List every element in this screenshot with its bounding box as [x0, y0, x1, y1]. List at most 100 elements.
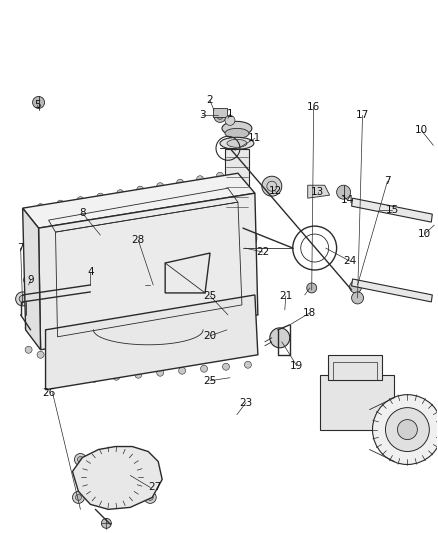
Text: 20: 20: [204, 331, 217, 341]
Circle shape: [74, 454, 86, 465]
Polygon shape: [46, 295, 258, 390]
Circle shape: [97, 193, 104, 200]
Polygon shape: [72, 447, 162, 510]
Text: 7: 7: [18, 243, 24, 253]
Bar: [213, 108, 227, 117]
Circle shape: [244, 224, 251, 231]
Polygon shape: [23, 208, 41, 350]
Circle shape: [25, 346, 32, 353]
Circle shape: [397, 419, 417, 440]
Ellipse shape: [220, 214, 254, 226]
Circle shape: [137, 186, 144, 193]
Text: 17: 17: [356, 110, 369, 120]
Circle shape: [139, 206, 146, 213]
Text: 9: 9: [27, 275, 34, 285]
Circle shape: [223, 364, 230, 370]
Circle shape: [244, 361, 251, 368]
Circle shape: [244, 289, 251, 296]
Text: 21: 21: [279, 291, 293, 301]
Ellipse shape: [227, 139, 247, 147]
Circle shape: [222, 228, 242, 248]
Circle shape: [78, 456, 83, 463]
Text: 18: 18: [303, 308, 316, 318]
Circle shape: [142, 456, 154, 467]
Circle shape: [24, 275, 34, 285]
Circle shape: [96, 462, 128, 494]
Circle shape: [77, 197, 84, 204]
Circle shape: [85, 449, 140, 505]
Text: 8: 8: [79, 208, 86, 218]
Circle shape: [25, 302, 32, 309]
Circle shape: [238, 189, 245, 196]
Circle shape: [248, 318, 255, 325]
Text: 5: 5: [34, 100, 41, 110]
Circle shape: [214, 110, 226, 123]
Circle shape: [25, 237, 32, 244]
Circle shape: [37, 302, 44, 309]
Circle shape: [25, 280, 32, 287]
Circle shape: [37, 280, 44, 287]
Circle shape: [87, 342, 94, 349]
Circle shape: [37, 325, 44, 332]
Text: 7: 7: [384, 176, 391, 186]
Polygon shape: [308, 185, 330, 198]
Bar: [328, 355, 382, 379]
Circle shape: [244, 268, 251, 274]
Circle shape: [197, 176, 204, 183]
Circle shape: [157, 369, 164, 376]
Polygon shape: [352, 198, 432, 222]
Circle shape: [219, 192, 226, 199]
Text: 10: 10: [418, 229, 431, 239]
Circle shape: [39, 223, 46, 230]
Circle shape: [59, 219, 66, 226]
Circle shape: [372, 394, 438, 464]
Circle shape: [25, 325, 32, 332]
Polygon shape: [352, 279, 432, 302]
Text: 10: 10: [415, 125, 428, 135]
Circle shape: [216, 172, 223, 179]
Circle shape: [145, 334, 152, 341]
Circle shape: [115, 338, 122, 345]
Text: 14: 14: [341, 195, 354, 205]
Text: 28: 28: [132, 235, 145, 245]
Circle shape: [37, 237, 44, 244]
Circle shape: [79, 216, 86, 223]
Text: 1: 1: [226, 109, 233, 119]
Text: 16: 16: [307, 102, 320, 112]
Circle shape: [385, 408, 429, 451]
Circle shape: [175, 330, 182, 337]
Circle shape: [37, 204, 44, 211]
Circle shape: [135, 371, 142, 378]
Circle shape: [72, 491, 85, 503]
Text: 2: 2: [207, 95, 213, 106]
Text: 25: 25: [203, 376, 217, 386]
Circle shape: [47, 379, 54, 386]
Circle shape: [145, 458, 151, 464]
Circle shape: [32, 96, 45, 108]
Circle shape: [19, 295, 26, 302]
Circle shape: [16, 292, 30, 306]
Ellipse shape: [225, 128, 249, 139]
Circle shape: [226, 322, 233, 329]
Text: 15: 15: [386, 205, 399, 215]
Text: 11: 11: [248, 133, 261, 143]
Circle shape: [106, 471, 119, 484]
Text: 19: 19: [290, 361, 304, 371]
Circle shape: [214, 220, 250, 256]
Text: 27: 27: [148, 482, 162, 492]
Circle shape: [75, 495, 81, 500]
Circle shape: [225, 116, 235, 125]
Circle shape: [262, 176, 282, 196]
Circle shape: [177, 179, 184, 186]
Circle shape: [179, 199, 186, 206]
Polygon shape: [23, 173, 255, 228]
Circle shape: [337, 185, 350, 199]
Circle shape: [113, 373, 120, 380]
Circle shape: [237, 169, 244, 176]
Ellipse shape: [227, 216, 247, 224]
Circle shape: [350, 281, 361, 293]
Circle shape: [117, 190, 124, 197]
Circle shape: [201, 326, 208, 333]
Circle shape: [159, 202, 166, 209]
Circle shape: [37, 351, 44, 358]
